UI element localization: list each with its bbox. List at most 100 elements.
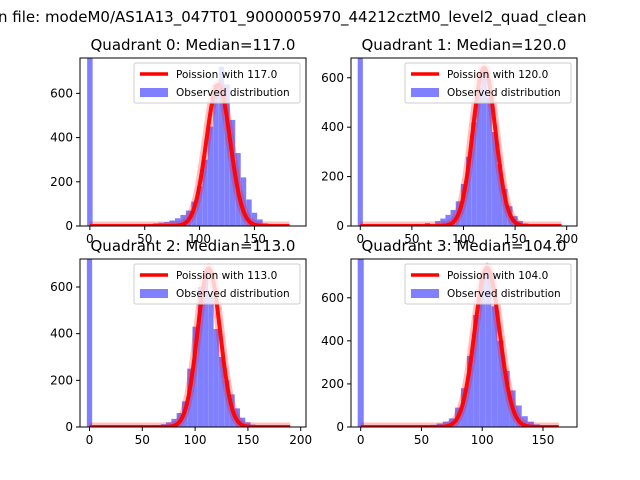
hist-bar [473,315,480,427]
legend-box [404,62,572,104]
x-tick-label: 200 [289,433,312,447]
hist-bar [224,380,230,427]
x-tick-label: 0 [86,433,94,447]
hist-bar [486,97,492,226]
hist-bar [180,214,186,226]
x-tick-label: 0 [356,232,364,246]
y-tick-label: 0 [65,420,73,434]
legend-label-observed: Observed distribution [176,288,290,300]
poisson-curve [88,266,292,427]
legend-label-observed: Observed distribution [447,87,561,99]
hist-bar [213,329,219,427]
panel-title: Quadrant 0: Median=117.0 [91,36,296,54]
legend: Poission with 104.0 Observed distribution [404,263,572,305]
hist-bar [246,199,252,226]
y-tick-label: 600 [50,86,73,100]
x-tick-label: 150 [243,232,266,246]
plot-area-0 [87,58,291,226]
hist-bar [239,417,246,427]
quadrant-panel-1: Quadrant 1: Median=120.0 0 50 100 150 200 0 200… [321,36,578,246]
legend: Poission with 117.0 Observed distribution [133,62,301,104]
poisson-curve [359,265,560,427]
legend-hist-swatch [411,289,439,298]
hist-bar [466,156,472,226]
hist-bar [527,421,534,427]
panel-title: Quadrant 1: Median=120.0 [362,36,567,54]
y-tick-label: 600 [50,280,73,294]
x-tick-label: 200 [555,232,578,246]
hist-bar [218,357,225,427]
hist-bar [229,119,236,226]
hist-bar [197,287,204,427]
hist-bar [213,84,219,226]
x-tick-label: 50 [137,232,152,246]
hist-bar [479,276,486,427]
quadrant-panel-0: Quadrant 0: Median=117.0 0 50 100 150 0 200 400… [50,36,307,246]
legend-label-poisson: Poission with 104.0 [447,270,548,282]
legend-label-poisson: Poission with 117.0 [176,69,277,81]
hist-bar [440,218,446,226]
x-tick-label: 100 [471,433,494,447]
x-tick-label: 100 [188,232,211,246]
y-tick-label: 200 [50,175,73,189]
legend-label-observed: Observed distribution [447,288,561,300]
hist-bar [207,126,214,226]
legend-label-poisson: Poission with 120.0 [447,69,548,81]
hist-bar [445,214,451,226]
hist-bar [515,405,522,427]
x-tick-label: 150 [532,433,555,447]
hist-bar [502,188,508,226]
plot-area-2 [86,259,292,427]
x-tick-label: 50 [135,433,150,447]
panel-title: Quadrant 3: Median=104.0 [362,237,567,255]
y-tick-label: 200 [321,170,344,184]
hist-bar [218,66,225,226]
poisson-curve-glow [89,79,290,226]
y-tick-label: 200 [321,377,344,391]
hist-bar [491,306,498,427]
poisson-curve-glow [360,262,559,427]
y-tick-label: 400 [321,334,344,348]
y-tick-label: 0 [336,219,344,233]
hist-bar [196,186,203,226]
hist-bar [191,201,197,226]
hist-bar [485,271,492,427]
legend-box [133,263,301,305]
hist-bar [203,275,209,427]
legend: Poission with 113.0 Observed distribution [133,263,301,305]
y-tick-label: 0 [65,219,73,233]
x-tick-label: 0 [86,232,94,246]
hist-bar [435,221,441,226]
x-tick-label: 150 [236,433,259,447]
plot-area-3 [357,259,560,427]
panels: Quadrant 0: Median=117.0 0 50 100 150 0 200 400… [50,36,578,447]
hist-bar [208,296,214,427]
hist-bar [442,421,449,427]
hist-bar [460,184,467,226]
x-tick-label: 0 [357,433,365,447]
legend-box [133,62,301,104]
hist-bar [171,418,177,427]
y-tick-label: 400 [50,327,73,341]
hist-bar [174,218,181,226]
hist-bar [166,422,172,427]
legend-hist-swatch [140,88,168,97]
hist-bar [476,87,482,226]
hist-bar [497,164,503,226]
legend: Poission with 120.0 Observed distribution [404,62,572,104]
figure-suptitle: n file: modeM0/AS1A13_047T01_9000005970_… [0,8,587,27]
x-tick-label: 100 [184,433,207,447]
hist-bar [503,371,510,427]
hist-bar [471,122,477,226]
y-tick-label: 600 [321,291,344,305]
hist-bar [192,326,198,427]
hist-bar [257,219,263,226]
hist-bar [87,58,93,226]
legend-box [404,263,572,305]
axes-frame [79,258,307,428]
hist-bar [450,209,456,226]
hist-bar [497,340,504,427]
panel-title: Quadrant 2: Median=113.0 [91,237,296,255]
hist-bar [86,259,93,427]
